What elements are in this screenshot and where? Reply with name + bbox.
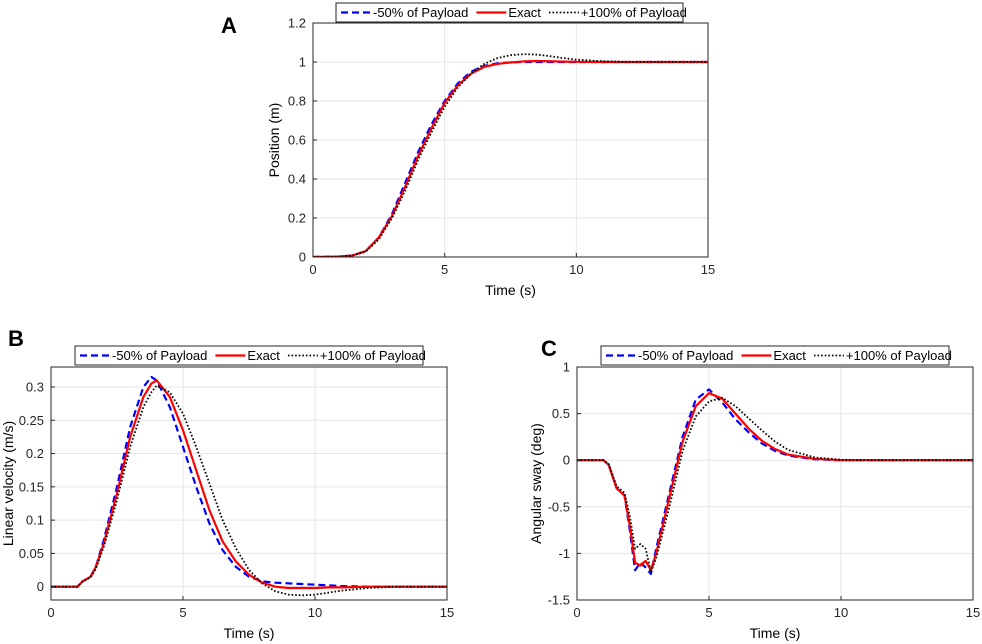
series-line--50-of-payload [577,388,973,575]
panel-label: C [541,336,557,361]
y-tick-label: 0 [563,453,570,468]
series-line-exact [313,59,708,257]
y-axis-label: Angular sway (deg) [528,423,544,544]
legend: -50% of Payload Exact +100% of Payload [335,2,687,23]
x-tick-label: 15 [440,605,454,620]
series-group [577,388,973,575]
axes-box [576,366,974,601]
y-tick-label: 0.6 [288,133,306,148]
y-tick-label: 0.4 [288,172,306,187]
y-tick-label: 0.1 [26,513,44,528]
x-axis-label: Time (s) [485,282,536,298]
y-tick-label: 0.5 [552,406,570,421]
y-tick-label: 1 [299,55,306,70]
plot-area [51,367,447,600]
legend-entry-label: Exact [773,348,806,363]
y-tick-label: 0.2 [26,446,44,461]
legend: -50% of Payload Exact +100% of Payload [600,345,952,366]
legend-box [600,345,950,366]
y-tick-label: 0.8 [288,94,306,109]
y-tick-label: 0.05 [19,546,44,561]
legend: -50% of Payload Exact +100% of Payload [74,345,426,366]
legend-entry-label: -50% of Payload [112,348,207,363]
legend-box [74,345,424,366]
legend-entry-label: Exact [508,5,541,20]
y-axis-label: Position (m) [266,103,282,178]
x-tick-label: 0 [309,262,316,277]
x-tick-label: 5 [441,262,448,277]
x-tick-label: 15 [701,262,715,277]
y-tick-label: -1 [558,546,570,561]
legend-entry-label: +100% of Payload [581,5,687,20]
y-tick-label: -0.5 [548,499,570,514]
y-tick-label: 0.3 [26,379,44,394]
x-tick-label: 15 [966,605,980,620]
series-group [313,53,708,257]
legend-entry-label: -50% of Payload [373,5,468,20]
y-tick-label: 1.2 [288,16,306,31]
legend-box [335,2,684,23]
series-line-exact [577,392,973,572]
legend-entry-label: +100% of Payload [846,348,952,363]
y-tick-label: 0 [37,579,44,594]
series-line--100-of-payload [51,384,447,597]
plot-area [577,367,973,600]
series-group [51,375,447,597]
panel-label: B [8,326,24,351]
chart-panel-b: 0 5 10 15 0 0.05 0.1 0.15 0.2 0.25 0.3 Time (s) Line… [0,326,454,641]
axes-box [50,366,448,601]
x-tick-label: 5 [705,605,712,620]
y-tick-label: 0.2 [288,211,306,226]
chart-panel-a: 0 5 10 15 0 0.2 0.4 0.6 0.8 1 1.2 Time (s) Position … [221,2,715,298]
y-tick-label: 0.15 [19,479,44,494]
y-tick-label: 1 [563,360,570,375]
chart-panel-c: 0 5 10 15 -1.5 -1 -0.5 0 0.5 1 Time (s) Angular swa… [528,336,980,641]
x-tick-label: 10 [569,262,583,277]
y-tick-label: -1.5 [548,593,570,608]
series-line--100-of-payload [313,53,708,257]
series-line-exact [51,379,447,590]
y-axis-label: Linear velocity (m/s) [0,421,16,546]
x-tick-label: 0 [47,605,54,620]
x-tick-label: 0 [573,605,580,620]
x-tick-label: 5 [179,605,186,620]
x-axis-label: Time (s) [750,625,801,641]
x-tick-label: 10 [308,605,322,620]
x-axis-label: Time (s) [224,625,275,641]
legend-entry-label: -50% of Payload [638,348,733,363]
legend-entry-label: +100% of Payload [320,348,426,363]
x-tick-label: 10 [834,605,848,620]
y-tick-label: 0 [299,250,306,265]
y-tick-label: 0.25 [19,413,44,428]
panel-label: A [221,13,237,38]
legend-entry-label: Exact [247,348,280,363]
